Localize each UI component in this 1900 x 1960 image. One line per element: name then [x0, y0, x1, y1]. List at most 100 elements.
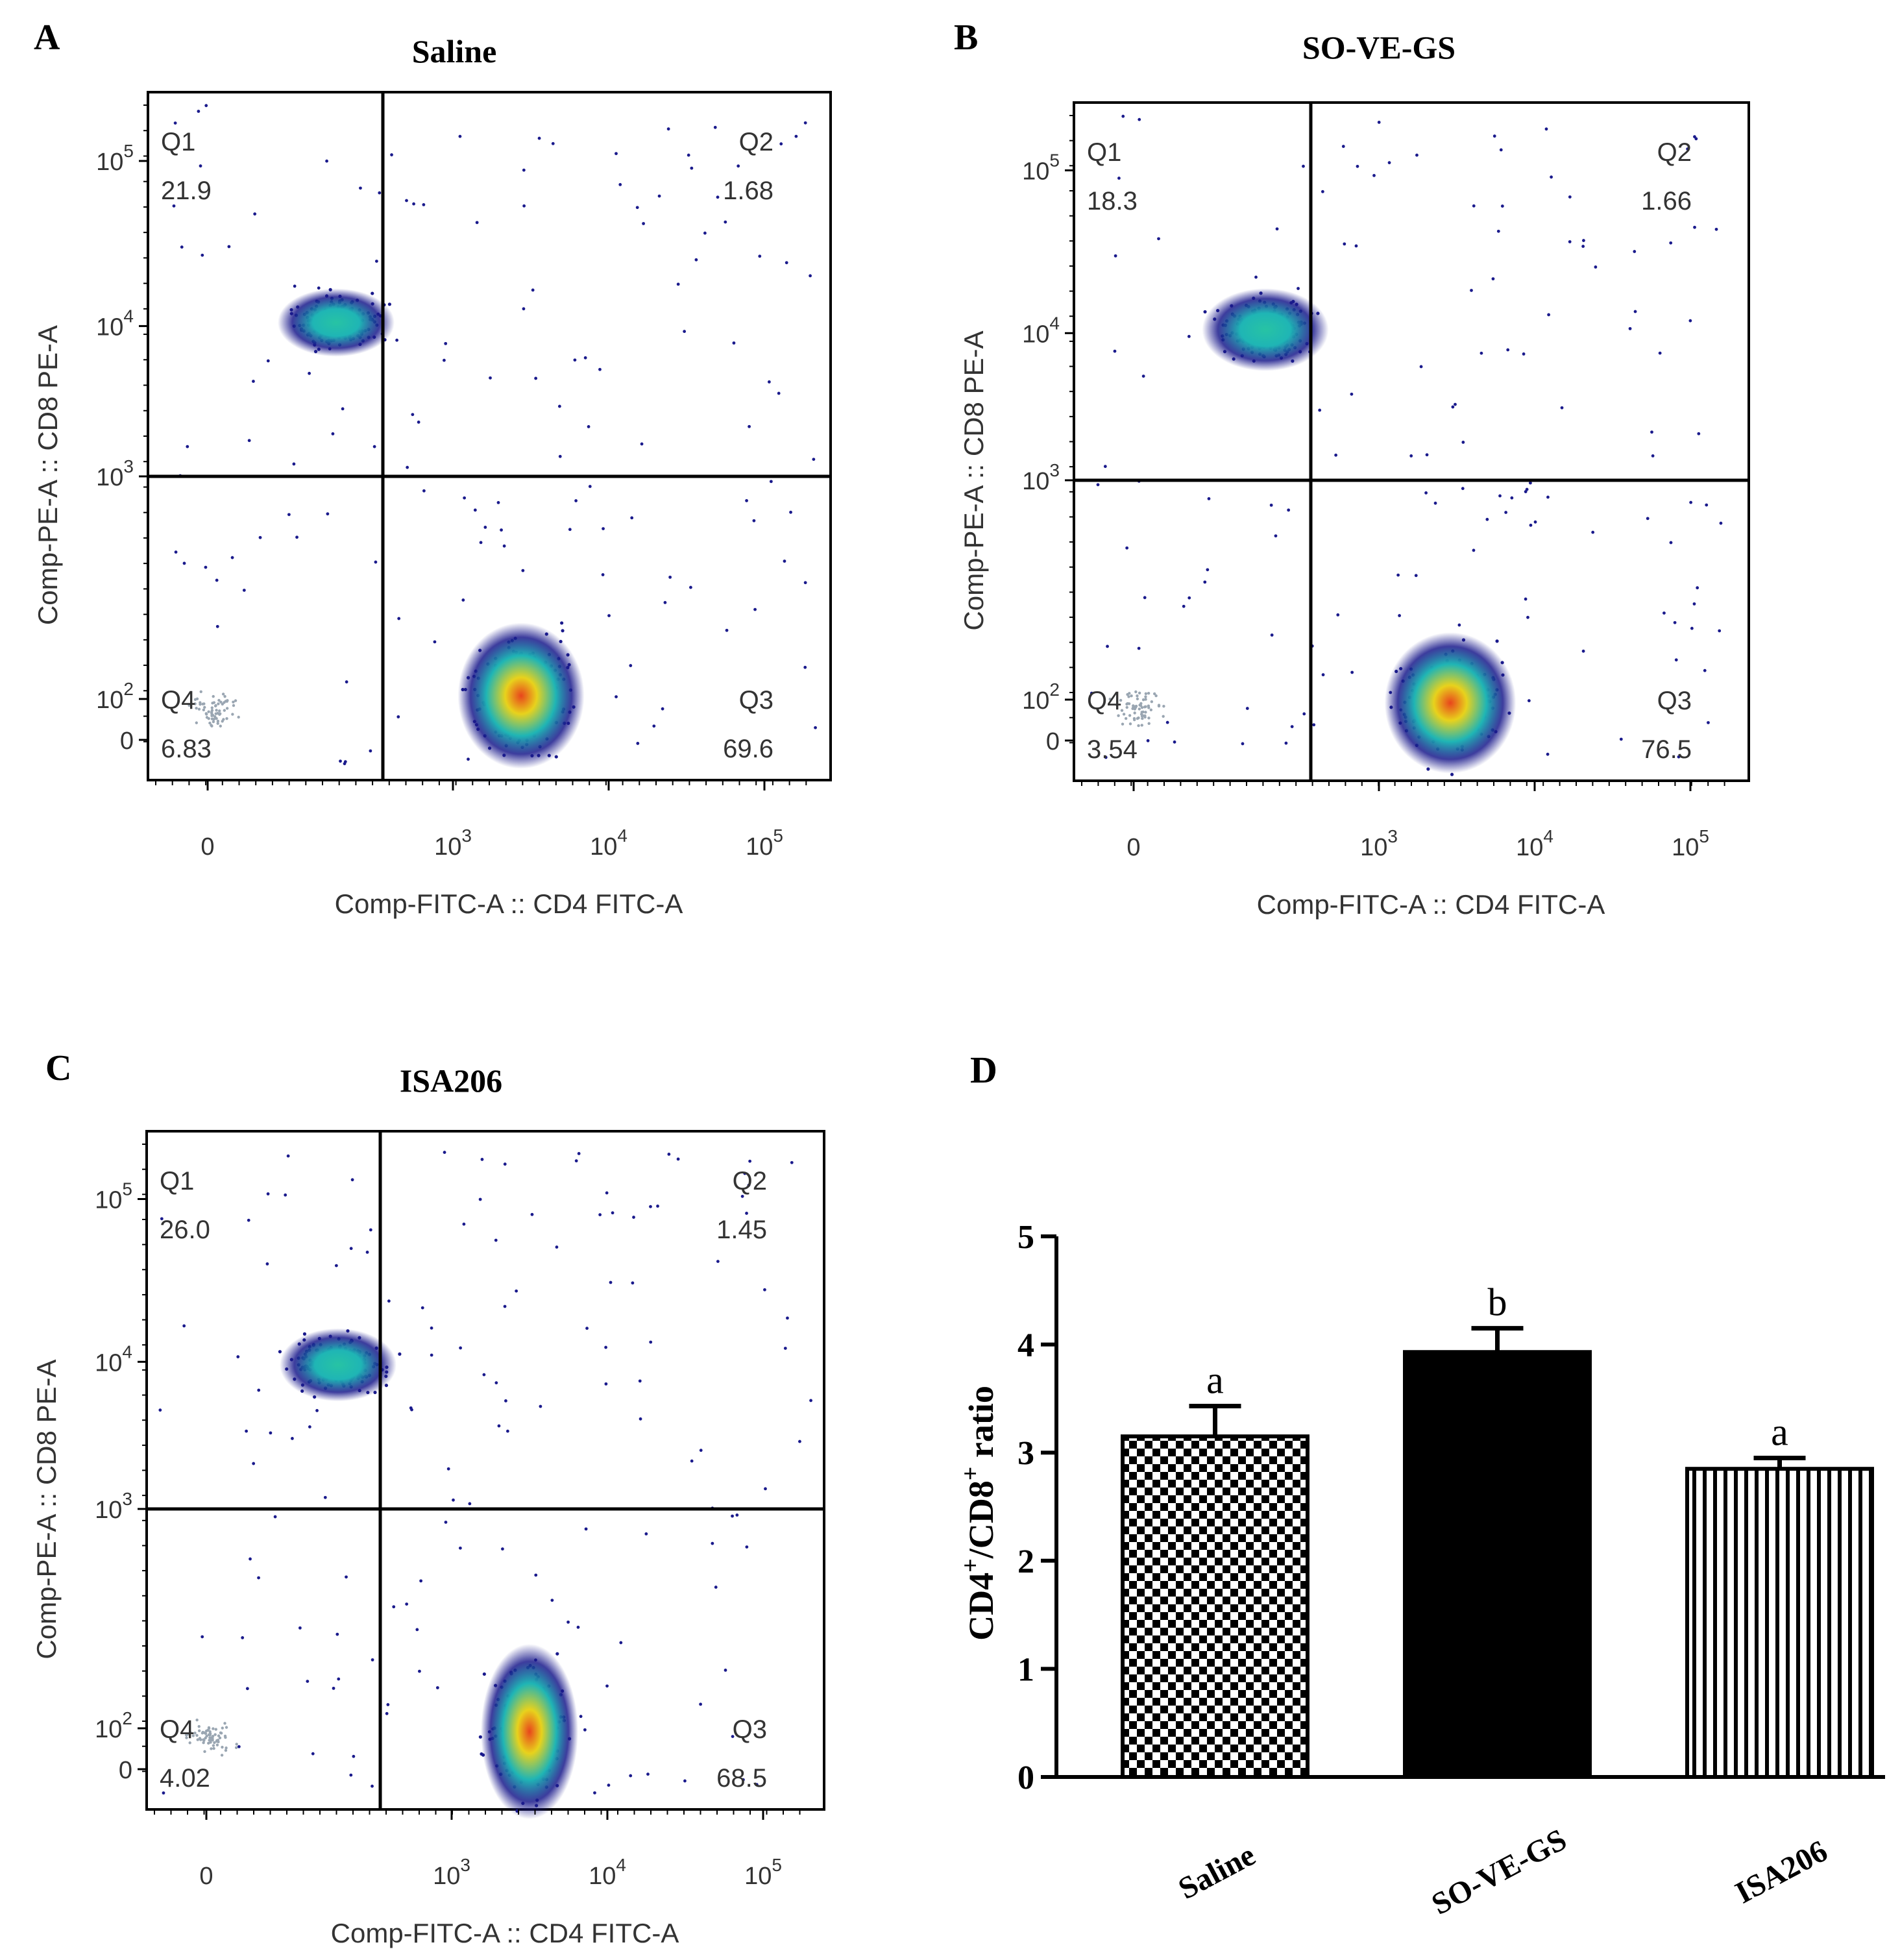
panel-a: A Saline Q1 21.9 Q2 1.68 Q3 69.6 Q4 6.83 0 102 103…: [32, 18, 832, 919]
bar: [1403, 1350, 1592, 1779]
y-tick-label: 102: [95, 1708, 132, 1743]
event-dot: [182, 1324, 186, 1328]
event-dot: [745, 1545, 749, 1549]
event-dot: [323, 1495, 327, 1499]
event-dot: [1546, 752, 1550, 756]
event-dot: [220, 1754, 224, 1757]
event-dot: [1651, 454, 1655, 458]
event-dot: [676, 282, 680, 286]
event-dot: [1547, 313, 1550, 317]
event-dot: [204, 1736, 207, 1740]
event-dot: [531, 288, 535, 292]
event-dot: [601, 573, 605, 576]
event-dot: [646, 1772, 650, 1776]
event-dot: [1144, 695, 1147, 698]
event-dot: [415, 1628, 419, 1632]
x-axis-label: Comp-FITC-A :: CD4 FITC-A: [1257, 889, 1605, 920]
significance-letter: a: [1771, 1411, 1788, 1454]
event-dot: [1122, 713, 1126, 716]
event-dot: [1522, 352, 1526, 356]
event-dot: [1130, 694, 1133, 698]
bar: [1685, 1467, 1874, 1779]
event-dot: [458, 1546, 462, 1550]
event-dot: [555, 1652, 559, 1656]
event-dot: [374, 260, 378, 263]
event-dot: [1245, 707, 1249, 710]
event-dot: [1343, 242, 1346, 246]
quadrant-value: 68.5: [716, 1764, 767, 1793]
event-dot: [369, 1228, 372, 1232]
event-dot: [1147, 691, 1151, 695]
event-dot: [1697, 432, 1701, 435]
event-dot: [1450, 772, 1454, 776]
event-dot: [1550, 175, 1553, 179]
event-dot: [461, 598, 465, 602]
event-dot: [803, 121, 807, 125]
event-dot: [225, 717, 228, 720]
event-dot: [387, 302, 391, 306]
x-tick-label: 103: [433, 1855, 470, 1890]
quadrant-value: 76.5: [1641, 735, 1692, 764]
event-dot: [1510, 496, 1514, 500]
quadrant-value: 26.0: [160, 1216, 210, 1244]
event-dot: [1560, 406, 1564, 410]
event-dot: [207, 710, 210, 713]
event-dot: [236, 1355, 240, 1358]
event-dot: [530, 1212, 534, 1216]
event-dot: [583, 356, 587, 360]
event-dot: [242, 589, 246, 592]
event-dot: [1677, 755, 1681, 759]
event-dot: [204, 712, 208, 715]
event-dot: [1591, 530, 1595, 534]
event-dot: [221, 692, 225, 696]
flow-plot-b: Q1 18.3 Q2 1.66 Q3 76.5 Q4 3.54 0 102 103 104 105 0 10…: [958, 101, 1750, 920]
density-core: [481, 1644, 578, 1819]
event-dot: [213, 1733, 217, 1736]
event-dot: [522, 168, 526, 172]
event-dot: [522, 204, 526, 208]
event-dot: [1524, 490, 1528, 493]
event-dot: [521, 569, 525, 572]
quadrant-name: Q4: [1087, 687, 1121, 715]
event-dot: [725, 628, 729, 632]
event-dot: [225, 707, 229, 710]
event-dot: [213, 1741, 216, 1745]
y-tick-label: 104: [95, 1341, 132, 1377]
event-dot: [1425, 453, 1429, 457]
event-dot: [584, 1527, 588, 1531]
event-dot: [576, 1625, 580, 1629]
event-dot: [1141, 717, 1144, 720]
event-dot: [201, 253, 204, 257]
event-dot: [216, 722, 219, 725]
event-dot: [798, 1439, 801, 1443]
category-label: ISA206: [1730, 1833, 1833, 1910]
event-dot: [503, 1162, 507, 1166]
event-dot: [193, 698, 197, 702]
event-dot: [550, 1599, 554, 1602]
event-dot: [598, 1213, 602, 1217]
event-dot: [217, 1734, 221, 1737]
event-dot: [265, 1262, 269, 1266]
event-dot: [468, 1502, 472, 1506]
event-dot: [629, 664, 633, 667]
event-dot: [223, 709, 226, 712]
event-dot: [232, 704, 236, 707]
sparse-events: [158, 1151, 812, 1795]
event-dot: [642, 222, 646, 225]
event-dot: [561, 629, 565, 633]
event-dot: [174, 550, 178, 554]
event-dot: [560, 621, 564, 625]
event-dot: [1581, 649, 1585, 653]
event-dot: [197, 1725, 201, 1728]
event-dot: [501, 1547, 504, 1551]
event-dot: [295, 535, 298, 539]
event-dot: [502, 544, 506, 548]
sparse-events: [1090, 114, 1723, 759]
quadrant-name: Q2: [733, 1167, 767, 1195]
event-dot: [604, 1345, 607, 1349]
quadrant-name: Q3: [1657, 687, 1692, 715]
event-dot: [1117, 714, 1120, 717]
y-tick-label: 1: [1017, 1651, 1034, 1688]
event-dot: [252, 1462, 256, 1465]
event-dot: [182, 561, 186, 565]
